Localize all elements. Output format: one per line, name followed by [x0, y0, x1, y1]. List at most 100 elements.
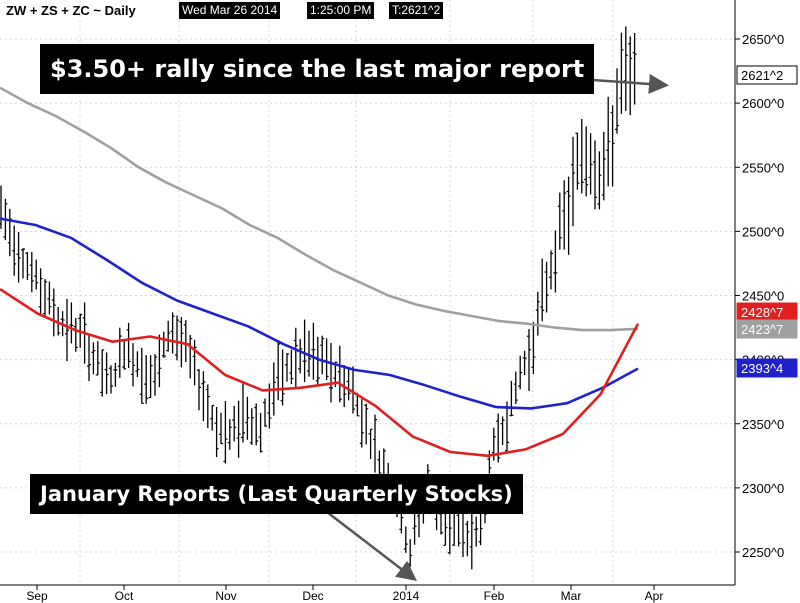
- price-bar: [258, 412, 263, 453]
- chart-title: ZW + ZS + ZC ~ Daily: [6, 3, 136, 18]
- price-bar: [628, 36, 633, 116]
- price-bar: [610, 105, 615, 187]
- x-tick-label: Dec: [302, 589, 323, 603]
- price-marker: 2423^7: [736, 319, 798, 339]
- price-bar: [601, 131, 606, 201]
- price-bar: [540, 258, 545, 322]
- price-bar: [623, 26, 628, 111]
- price-bar: [584, 126, 589, 197]
- price-bar: [302, 319, 307, 383]
- price-bar: [535, 291, 540, 336]
- price-bar: [135, 351, 140, 378]
- price-bar: [315, 336, 320, 385]
- price-bar: [311, 322, 316, 380]
- price-marker: 2621^2: [736, 65, 798, 85]
- price-bar: [553, 230, 558, 293]
- price-bar: [337, 345, 342, 403]
- price-bar: [113, 362, 118, 387]
- price-bar: [588, 133, 593, 195]
- price-bar: [139, 347, 144, 404]
- price-bar: [549, 250, 553, 290]
- price-bar: [469, 510, 474, 570]
- price-bar: [373, 414, 377, 473]
- price-marker-label: 2423^7: [741, 322, 783, 337]
- price-bar: [47, 281, 52, 315]
- price-bar: [192, 339, 197, 386]
- price-marker-label: 2621^2: [741, 68, 783, 83]
- price-bar: [87, 335, 91, 382]
- price-bar: [100, 349, 105, 397]
- price-bar: [544, 261, 549, 313]
- price-bar: [122, 339, 127, 370]
- price-bar: [509, 380, 514, 417]
- price-bar: [153, 354, 157, 396]
- price-bar: [566, 176, 571, 255]
- price-bar: [16, 231, 21, 283]
- price-bar: [104, 352, 109, 395]
- price-bar: [619, 32, 624, 114]
- y-tick-label: 2650^0: [742, 32, 784, 47]
- header-last-price: T:2621^2: [389, 2, 444, 19]
- reports-arrow: [322, 508, 417, 582]
- price-bar: [359, 399, 364, 448]
- price-bar: [263, 398, 267, 427]
- price-bar: [527, 328, 531, 392]
- price-bar: [12, 225, 17, 276]
- price-bar: [329, 342, 333, 403]
- price-bar: [245, 396, 250, 440]
- price-marker-label: 2393^4: [741, 361, 783, 376]
- y-tick-label: 2600^0: [742, 96, 784, 111]
- price-bar: [320, 335, 325, 375]
- price-bar: [368, 428, 373, 460]
- january-reports-annotation: January Reports (Last Quarterly Stocks): [30, 474, 523, 514]
- price-bar: [95, 341, 100, 376]
- price-bar: [236, 400, 241, 458]
- price-marker: 2428^7: [736, 302, 798, 322]
- x-tick-label: Mar: [561, 589, 582, 603]
- price-bar: [69, 302, 74, 344]
- price-bar: [298, 338, 303, 374]
- moving-average-line: [0, 86, 639, 332]
- price-bar: [289, 349, 294, 385]
- price-bar: [307, 330, 311, 377]
- price-bar: [25, 252, 30, 281]
- price-bar: [571, 136, 575, 227]
- x-tick-label: Oct: [115, 589, 134, 603]
- moving-average-line: [0, 217, 639, 410]
- price-bar: [21, 248, 25, 279]
- price-bar: [465, 520, 470, 557]
- x-tick-label: Nov: [215, 589, 236, 603]
- moving-average-line: [0, 288, 640, 458]
- price-bar: [109, 365, 113, 394]
- rally-annotation: $3.50+ rally since the last major report: [40, 44, 595, 94]
- y-tick-label: 2450^0: [742, 289, 784, 304]
- price-bar: [280, 349, 285, 406]
- price-bar: [34, 259, 39, 290]
- header-date: Wed Mar 26 2014: [179, 2, 281, 19]
- price-bar: [606, 96, 611, 187]
- price-bar: [346, 367, 351, 401]
- price-bar: [293, 327, 298, 389]
- price-bar: [65, 298, 69, 362]
- price-bar: [557, 192, 562, 250]
- price-bar: [91, 342, 96, 375]
- price-bar: [29, 251, 34, 293]
- price-bar: [73, 317, 78, 352]
- price-bar: [518, 355, 523, 390]
- price-bar: [166, 320, 171, 352]
- price-bar: [148, 355, 153, 399]
- price-bar: [157, 334, 162, 388]
- price-bar: [201, 371, 206, 422]
- y-tick-label: 2550^0: [742, 160, 784, 175]
- price-bar: [377, 450, 382, 475]
- price-bar: [285, 353, 289, 382]
- price-bar: [355, 392, 360, 417]
- price-bar: [131, 343, 135, 387]
- price-bar: [219, 412, 223, 445]
- price-bar: [51, 288, 56, 337]
- price-marker-label: 2428^7: [741, 305, 783, 320]
- price-bar: [364, 403, 369, 445]
- y-tick-label: 2250^0: [742, 545, 784, 560]
- price-bar: [38, 268, 43, 314]
- price-bar: [505, 401, 509, 452]
